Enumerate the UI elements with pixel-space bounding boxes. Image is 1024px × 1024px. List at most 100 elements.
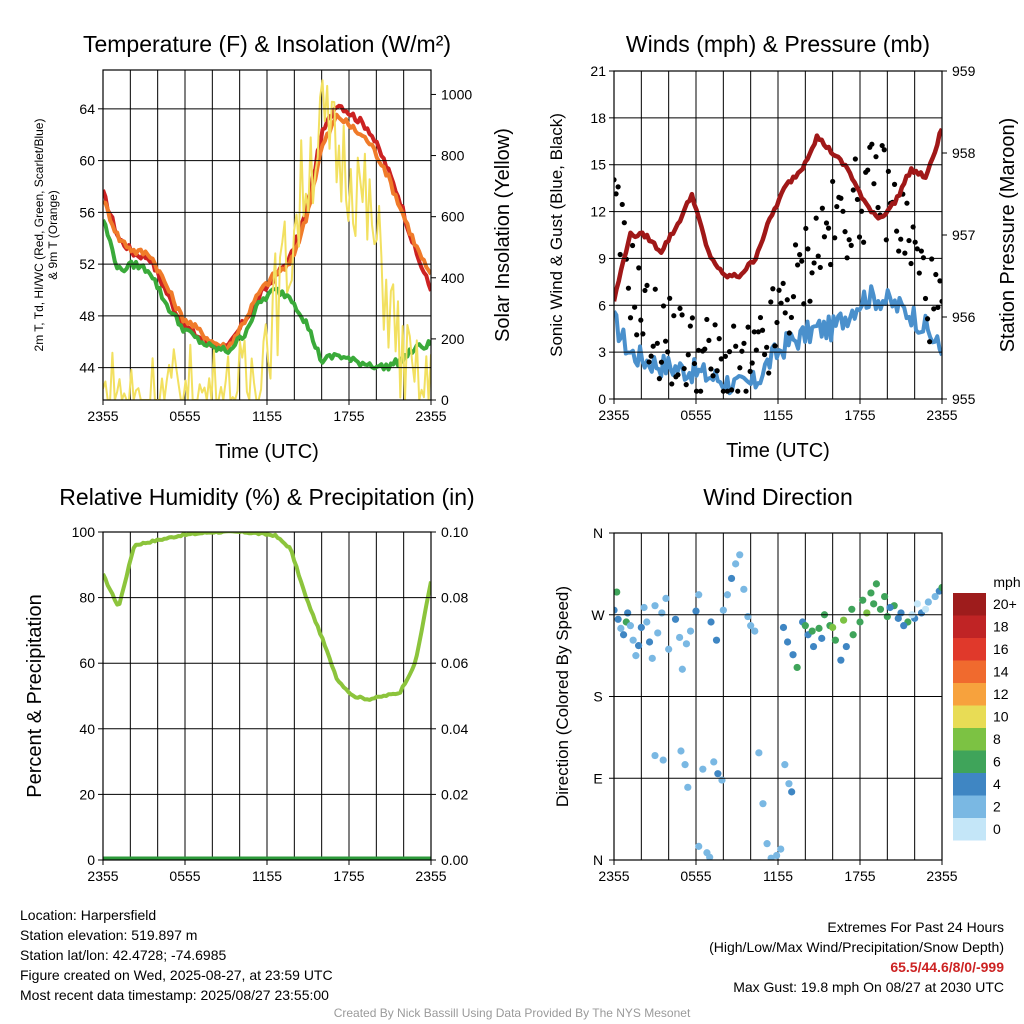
x-tick-label: 1755	[844, 868, 875, 884]
direction-point	[863, 609, 871, 617]
gust-point	[722, 353, 728, 359]
direction-point	[931, 592, 939, 601]
y-tick-label: 18	[590, 110, 606, 126]
legend-swatch	[953, 795, 986, 818]
direction-point	[706, 853, 714, 860]
gust-point	[809, 270, 815, 276]
gust-point	[817, 264, 823, 271]
gust-point	[646, 359, 652, 365]
y2-tick-label: 600	[441, 209, 465, 225]
created-text: Figure created on Wed, 2025-08-27, at 23…	[20, 967, 333, 983]
gust-point	[894, 228, 900, 234]
direction-point	[763, 840, 771, 848]
y-tick-label: N	[593, 852, 603, 868]
y2-tick-label: 800	[441, 148, 465, 164]
gust-point	[614, 177, 617, 183]
gust-point	[875, 204, 881, 211]
gust-point	[908, 260, 914, 267]
gust-point	[813, 215, 819, 221]
direction-point	[695, 842, 703, 850]
series-line-solar-insolation-yellow	[103, 79, 431, 400]
gust-point	[706, 337, 712, 344]
x-tick-label: 1755	[844, 407, 875, 423]
direction-point	[727, 574, 736, 583]
direction-point	[781, 761, 789, 769]
gust-point	[904, 200, 910, 206]
gust-point	[799, 258, 805, 264]
direction-point	[801, 622, 809, 630]
gust-point	[757, 314, 764, 321]
gust-point	[689, 315, 695, 321]
gust-point	[728, 387, 735, 393]
y-tick-label: 64	[79, 101, 95, 117]
gust-point	[681, 365, 687, 372]
direction-point	[617, 624, 625, 632]
legend-label: 16	[993, 641, 1009, 657]
gust-point	[660, 303, 667, 309]
y-axis-label: Direction (Colored By Speed)	[553, 586, 572, 807]
gust-point	[834, 203, 840, 210]
direction-point	[773, 851, 781, 860]
location-text: Location: Harpersfield	[20, 907, 157, 923]
gust-point	[745, 324, 751, 330]
direction-point	[759, 800, 767, 808]
direction-point	[719, 606, 727, 614]
direction-point	[614, 606, 618, 614]
direction-point	[651, 602, 659, 610]
y-tick-label: 60	[79, 153, 95, 169]
gust-point	[871, 181, 877, 187]
direction-point	[714, 770, 722, 778]
direction-point	[829, 623, 837, 632]
panel-temperature: Temperature (F) & Insolation (W/m²)2355 0…	[32, 31, 514, 463]
plot-area	[103, 532, 431, 860]
direction-point	[922, 605, 930, 613]
gust-point	[753, 347, 759, 353]
y-tick-label: E	[593, 770, 602, 786]
y-tick-label: 52	[79, 256, 95, 272]
direction-point	[751, 627, 759, 635]
direction-point	[662, 594, 670, 603]
legend-label: 14	[993, 664, 1009, 680]
gust-point	[614, 191, 619, 197]
legend-label: 0	[993, 821, 1001, 837]
gust-point	[638, 317, 644, 323]
gust-point	[739, 348, 745, 354]
gust-point	[710, 373, 716, 379]
gust-point	[625, 285, 632, 291]
gust-point	[786, 330, 792, 336]
x-tick-label: 0555	[169, 868, 200, 884]
x-tick-label: 2355	[926, 868, 957, 884]
gust-point	[811, 260, 817, 266]
x-tick-label: 2355	[415, 868, 446, 884]
gust-point	[615, 184, 621, 190]
gust-point	[788, 314, 795, 321]
gust-point	[784, 297, 790, 303]
direction-point	[809, 642, 818, 651]
gust-point	[924, 316, 931, 322]
gust-point	[768, 299, 774, 305]
direction-point	[658, 609, 666, 617]
x-tick-label: 0555	[680, 407, 711, 423]
gust-point	[648, 353, 654, 359]
extremes-info: Extremes For Past 24 Hours (High/Low/Max…	[584, 917, 1004, 997]
gust-point	[807, 298, 813, 304]
gust-point	[832, 235, 838, 241]
gust-point	[741, 340, 747, 346]
gust-point	[861, 239, 867, 245]
y2-tick-label: 0.00	[441, 852, 468, 868]
legend-swatch	[953, 818, 986, 841]
gust-point	[931, 306, 937, 312]
x-tick-label: 1755	[333, 868, 364, 884]
gust-point	[632, 304, 638, 310]
gust-point	[850, 187, 856, 193]
direction-point	[740, 585, 748, 593]
legend-label: 6	[993, 754, 1001, 770]
gust-point	[735, 388, 741, 394]
x-tick-label: 1755	[333, 408, 364, 424]
y2-tick-label: 400	[441, 270, 465, 286]
direction-point	[876, 605, 885, 613]
gust-point	[821, 234, 828, 240]
direction-point	[614, 588, 621, 596]
gust-point	[749, 360, 755, 366]
